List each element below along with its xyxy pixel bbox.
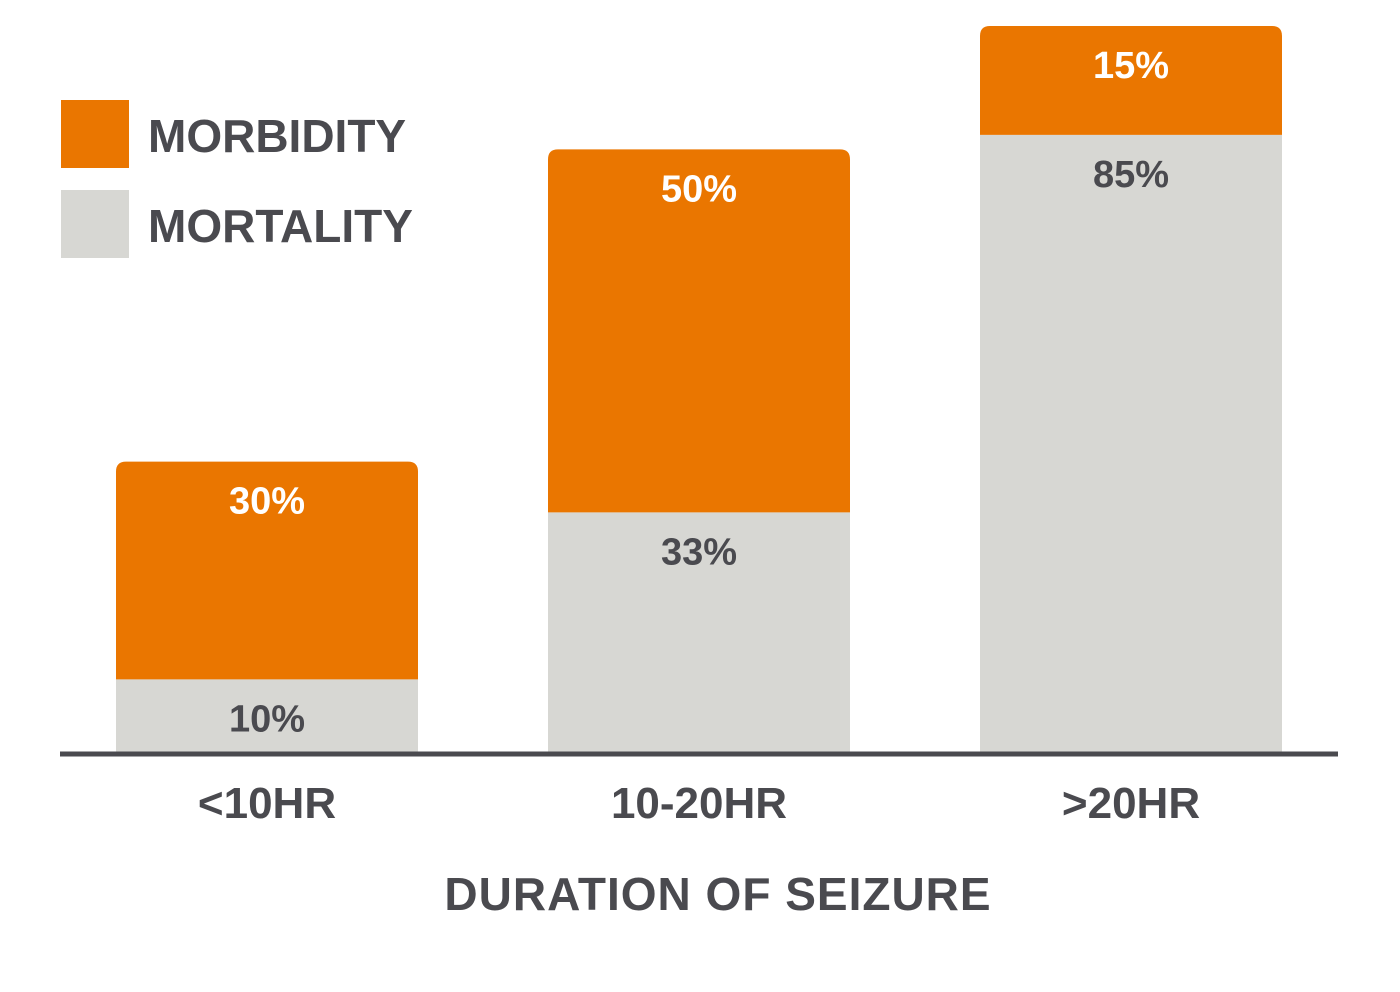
legend-swatch-mortality [61,190,129,258]
x-tick-labels: <10HR 10-20HR >20HR [198,779,1200,828]
bar-mortality-lt-10hr [116,679,418,752]
data-label-morbidity-lt-10hr: 30% [229,481,305,523]
bar-morbidity-10-20hr [548,149,850,513]
data-label-morbidity-gt-20hr: 15% [1093,45,1169,87]
x-tick-label-gt-20hr: >20HR [1062,779,1200,828]
bar-mortality-10-20hr [548,512,850,752]
data-label-morbidity-10-20hr: 50% [661,168,737,210]
bar-mortality-gt-20hr [980,134,1282,752]
bar-morbidity-lt-10hr [116,461,418,680]
legend-label-morbidity: MORBIDITY [148,110,406,162]
x-tick-label-lt-10hr: <10HR [198,779,336,828]
data-label-mortality-gt-20hr: 85% [1093,154,1169,196]
data-label-mortality-10-20hr: 33% [661,531,737,573]
legend-label-mortality: MORTALITY [148,200,413,252]
legend: MORBIDITY MORTALITY [61,100,413,258]
x-tick-label-10-20hr: 10-20HR [611,779,787,828]
legend-swatch-morbidity [61,100,129,168]
bars: 10% 30% 33% 50% 85% 15% [116,26,1282,752]
x-axis-title: DURATION OF SEIZURE [444,868,991,920]
bar-morbidity-gt-20hr [980,26,1282,135]
data-label-mortality-lt-10hr: 10% [229,698,305,740]
